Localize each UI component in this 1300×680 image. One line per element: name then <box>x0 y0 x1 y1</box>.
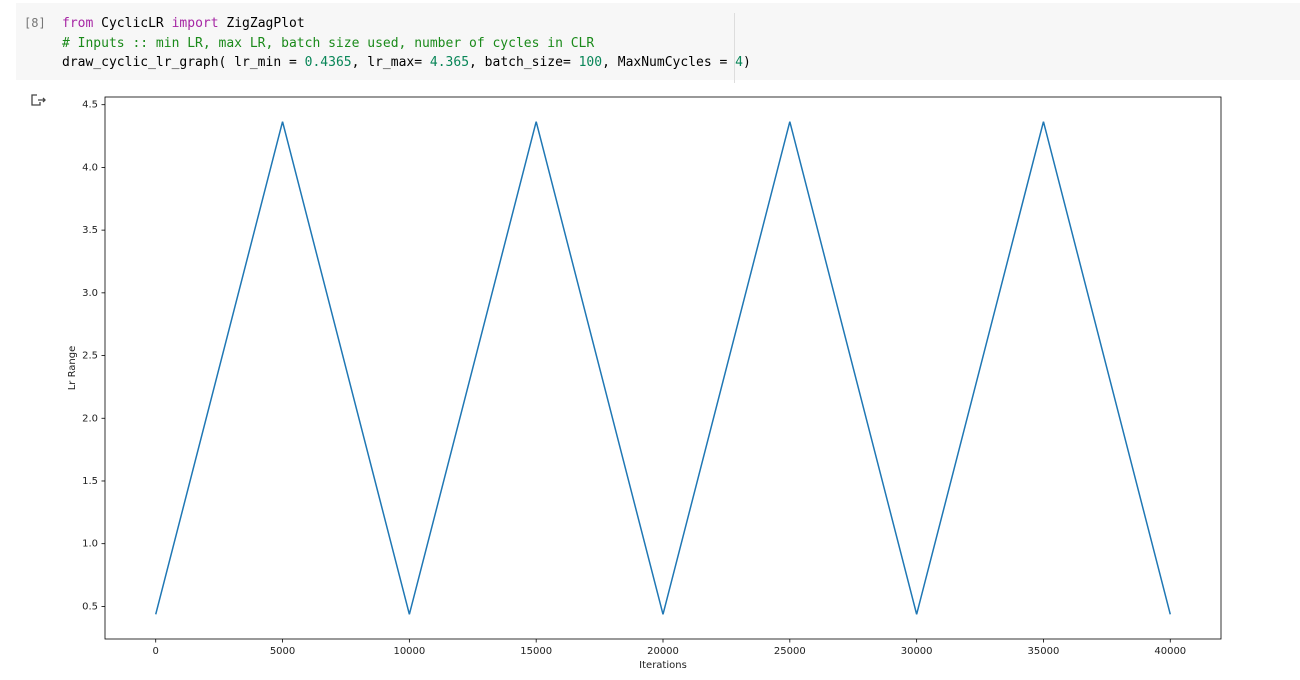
axes-frame <box>104 96 1222 640</box>
code-token: CyclicLR <box>93 16 172 31</box>
code-token: draw_cyclic_lr_graph( lr_min = <box>62 55 305 70</box>
x-tick-label: 15000 <box>520 646 552 657</box>
y-axis-label: Lr Range <box>67 346 78 391</box>
y-tick-label: 2.0 <box>82 413 98 424</box>
y-tick-label: 3.0 <box>82 288 98 299</box>
code-token: 4 <box>735 55 743 70</box>
x-tick-label: 30000 <box>901 646 933 657</box>
x-axis-label: Iterations <box>639 660 687 671</box>
y-tick-label: 3.5 <box>82 225 98 236</box>
code-line: # Inputs :: min LR, max LR, batch size u… <box>62 36 594 51</box>
data-line <box>155 121 1171 615</box>
y-tick-label: 1.0 <box>82 539 98 550</box>
code-token: import <box>171 16 219 31</box>
code-token: 100 <box>578 55 603 70</box>
code-token: , batch_size= <box>469 55 579 70</box>
cell-prompt: [8] <box>24 16 46 30</box>
code-token: 4.365 <box>429 55 470 70</box>
ruler <box>734 13 735 83</box>
y-tick-label: 0.5 <box>82 601 98 612</box>
code-token: , lr_max= <box>351 55 430 70</box>
code-cell[interactable]: [8] from CyclicLR import ZigZagPlot # Inp… <box>16 3 1300 83</box>
code-token: ) <box>742 55 751 70</box>
code-token: , MaxNumCycles = <box>602 55 736 70</box>
output-icon[interactable] <box>31 94 46 106</box>
code-token: from <box>62 16 94 31</box>
y-tick-label: 4.5 <box>82 100 98 111</box>
code-token: 0.4365 <box>304 55 352 70</box>
y-tick-label: 1.5 <box>82 476 98 487</box>
code-line: draw_cyclic_lr_graph( lr_min = 0.4365, l… <box>62 55 751 70</box>
x-tick-label: 40000 <box>1154 646 1186 657</box>
code-token: ZigZagPlot <box>218 16 305 31</box>
x-tick-label: 25000 <box>774 646 806 657</box>
x-tick-label: 20000 <box>647 646 679 657</box>
code-line: from CyclicLR import ZigZagPlot <box>62 16 305 31</box>
x-tick-label: 10000 <box>393 646 425 657</box>
x-tick-label: 35000 <box>1028 646 1060 657</box>
code-token: # Inputs :: min LR, max LR, batch size u… <box>62 35 595 51</box>
x-tick-label: 5000 <box>270 646 295 657</box>
x-tick-label: 0 <box>153 646 159 657</box>
y-tick-label: 4.0 <box>82 162 98 173</box>
y-tick-label: 2.5 <box>82 351 98 362</box>
